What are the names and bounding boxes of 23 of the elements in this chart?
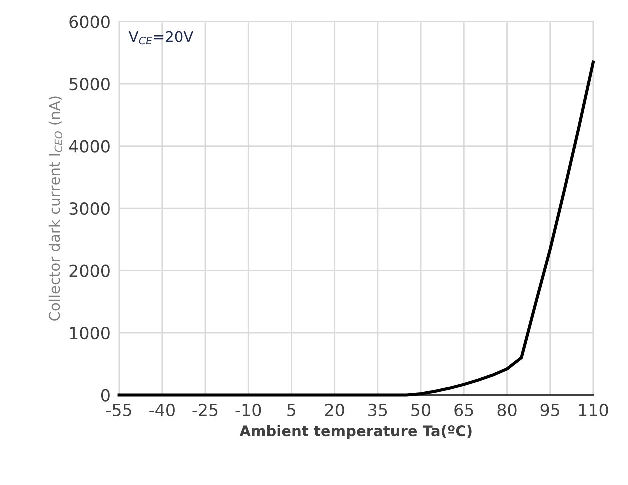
x-tick-label: 50	[412, 404, 431, 417]
y-tick-label: 3000	[70, 202, 110, 216]
x-tick-label: 65	[454, 404, 474, 417]
x-tick-label: 35	[368, 404, 388, 417]
x-tick-label: -55	[106, 404, 132, 417]
x-axis-title: Ambient temperature Ta(ºC)	[240, 425, 472, 440]
x-tick-label: -40	[150, 404, 175, 417]
x-tick-label: 110	[579, 404, 608, 417]
y-tick-label: 0	[101, 389, 110, 402]
y-tick-label: 1000	[70, 326, 110, 340]
x-tick-label: 20	[325, 404, 344, 417]
y-axis-title: Collector dark current I$_{CEO}$ (nA)	[48, 96, 63, 321]
annotation: V$_{CE}$=20V	[128, 31, 194, 45]
x-tick-label: -25	[192, 404, 218, 417]
y-tick-label: 4000	[69, 140, 110, 153]
y-tick-label: 2000	[70, 264, 110, 278]
x-tick-label: 80	[498, 404, 517, 417]
x-tick-label: -10	[236, 404, 262, 417]
x-tick-label: 5	[288, 404, 296, 417]
y-tick-label: 6000	[70, 16, 110, 28]
line-series	[118, 60, 595, 397]
x-tick-label: 95	[540, 404, 560, 417]
y-tick-label: 5000	[70, 78, 110, 91]
